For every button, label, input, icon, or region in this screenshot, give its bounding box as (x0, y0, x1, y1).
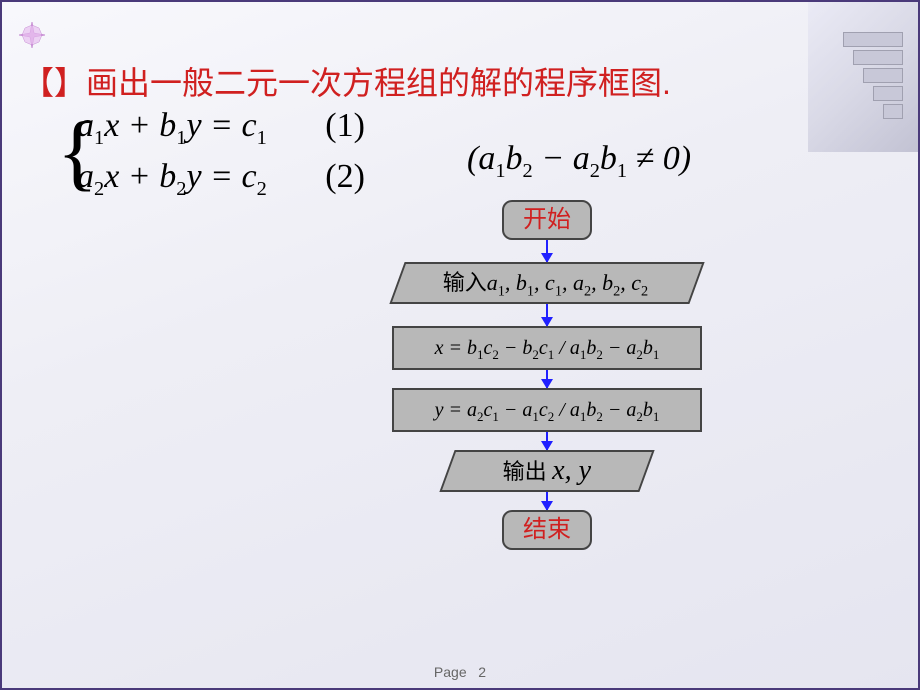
flow-arrow (546, 240, 548, 262)
flow-arrow (546, 304, 548, 326)
flow-output: 输出 x, y (439, 450, 654, 492)
flowchart: 开始 输入a1, b1, c1, a2, b2, c2 x = b1c2 − b… (347, 200, 747, 550)
flow-end: 结束 (502, 510, 592, 550)
page-label: Page (434, 664, 467, 680)
flow-arrow (546, 432, 548, 450)
stairs-decoration (823, 32, 903, 132)
equation-2: a2x + b2y = c2 (77, 158, 267, 195)
page-title: 【】画出一般二元一次方程组的解的程序框图. (22, 58, 671, 104)
page-footer: Page 2 (2, 664, 918, 680)
flow-start: 开始 (502, 200, 592, 240)
flow-input: 输入a1, b1, c1, a2, b2, c2 (389, 262, 704, 304)
page-number: 2 (478, 664, 486, 680)
equation-2-num: (2) (325, 158, 365, 196)
equation-1: a1x + b1y = c1 (77, 107, 267, 144)
flow-process-y: y = a2c1 − a1c2 / a1b2 − a2b1 (392, 388, 702, 432)
star-icon (17, 20, 47, 50)
flow-arrow (546, 370, 548, 388)
equation-1-num: (1) (325, 107, 365, 145)
flow-process-x: x = b1c2 − b2c1 / a1b2 − a2b1 (392, 326, 702, 370)
flow-arrow (546, 492, 548, 510)
condition-expr: (a1b2 − a2b1 ≠ 0) (467, 140, 691, 183)
equation-system: { a1x + b1y = c1 (1) a2x + b2y = c2 (2) (77, 107, 365, 209)
